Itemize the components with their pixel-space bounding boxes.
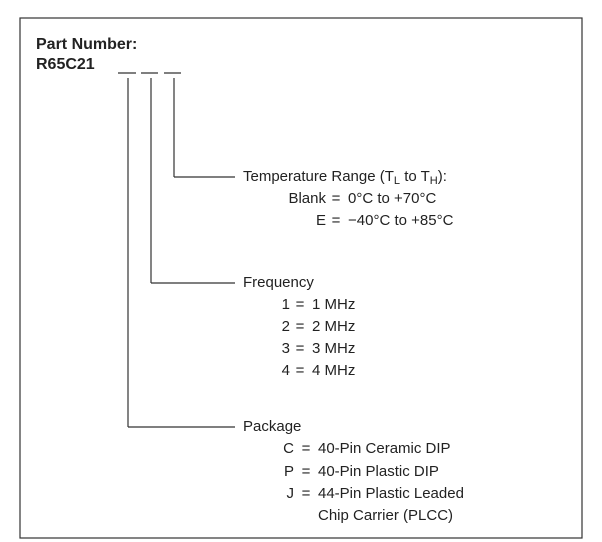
option-desc: 40-Pin Plastic DIP bbox=[318, 463, 439, 480]
separator: = bbox=[296, 318, 305, 335]
separator: = bbox=[296, 340, 305, 357]
option-desc: 3 MHz bbox=[312, 340, 355, 357]
part-number: R65C21 bbox=[36, 56, 95, 73]
option-code: Blank bbox=[288, 190, 326, 207]
field-label: Package bbox=[243, 418, 301, 435]
option-desc: −40°C to +85°C bbox=[348, 212, 454, 229]
separator: = bbox=[302, 440, 311, 457]
label-part: to T bbox=[400, 168, 430, 185]
option-code: E bbox=[316, 212, 326, 229]
field-label: Frequency bbox=[243, 274, 314, 291]
label-part: Frequency bbox=[243, 274, 314, 291]
separator: = bbox=[332, 190, 341, 207]
option-code: C bbox=[283, 440, 294, 457]
option-code: P bbox=[284, 463, 294, 480]
option-code: 4 bbox=[282, 362, 290, 379]
label-part: Package bbox=[243, 418, 301, 435]
option-desc: 1 MHz bbox=[312, 296, 355, 313]
separator: = bbox=[302, 463, 311, 480]
field-label: Temperature Range (TL to TH): bbox=[243, 168, 447, 187]
separator: = bbox=[332, 212, 341, 229]
separator: = bbox=[296, 362, 305, 379]
separator: = bbox=[296, 296, 305, 313]
option-code: 3 bbox=[282, 340, 290, 357]
option-desc: 2 MHz bbox=[312, 318, 355, 335]
option-desc: Chip Carrier (PLCC) bbox=[318, 507, 453, 524]
separator: = bbox=[302, 485, 311, 502]
subscript: H bbox=[430, 175, 438, 187]
label-part: Temperature Range (T bbox=[243, 168, 394, 185]
option-desc: 4 MHz bbox=[312, 362, 355, 379]
option-desc: 40-Pin Ceramic DIP bbox=[318, 440, 451, 457]
frame bbox=[19, 17, 583, 539]
label-part: ): bbox=[438, 168, 447, 185]
option-code: 1 bbox=[282, 296, 290, 313]
option-desc: 0°C to +70°C bbox=[348, 190, 436, 207]
option-code: J bbox=[287, 485, 295, 502]
title: Part Number: bbox=[36, 36, 137, 53]
option-desc: 44-Pin Plastic Leaded bbox=[318, 485, 464, 502]
option-code: 2 bbox=[282, 318, 290, 335]
subscript: L bbox=[394, 175, 400, 187]
